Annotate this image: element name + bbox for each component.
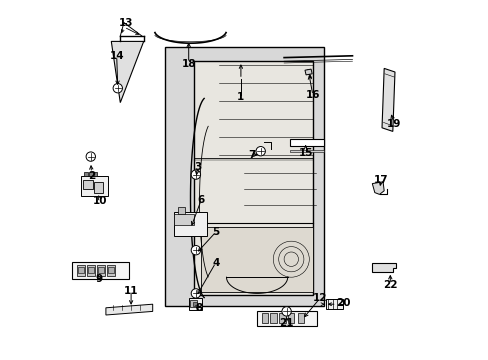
Bar [201,227,312,292]
Bar [174,214,194,225]
Bar [174,212,206,236]
Polygon shape [381,68,394,131]
Bar [107,265,115,276]
Text: 6: 6 [197,195,204,205]
Bar [78,267,84,273]
Bar [257,311,316,326]
Text: 21: 21 [279,318,293,328]
Bar [87,265,95,276]
Bar [325,299,342,309]
Polygon shape [106,304,152,315]
Bar [88,267,94,273]
Text: 14: 14 [109,51,124,61]
Text: 7: 7 [247,150,255,160]
Text: 17: 17 [373,175,388,185]
Bar [287,313,294,323]
Polygon shape [371,263,395,272]
Polygon shape [371,182,384,194]
Text: 18: 18 [181,59,196,69]
Text: 5: 5 [212,227,219,237]
Polygon shape [111,41,143,103]
Circle shape [282,307,291,316]
Text: 2: 2 [88,171,95,181]
Text: 16: 16 [305,90,320,100]
Bar [194,61,312,295]
Text: 4: 4 [212,258,219,268]
Bar [97,265,105,276]
Bar [289,139,323,146]
Text: 20: 20 [336,298,350,309]
Circle shape [191,289,200,298]
Bar [89,172,92,176]
Text: 3: 3 [194,162,201,172]
Text: 10: 10 [93,196,107,206]
Bar [94,172,97,176]
Circle shape [191,170,200,179]
Bar [72,262,129,279]
Bar [193,302,197,306]
Bar [165,47,323,306]
Text: 8: 8 [195,303,203,313]
Circle shape [256,147,265,156]
Bar [188,298,202,310]
Bar [77,265,85,276]
Bar [108,267,114,273]
Bar [84,172,88,176]
Bar [289,150,323,152]
Text: 11: 11 [123,286,138,296]
Text: 9: 9 [95,274,102,284]
Text: 15: 15 [298,148,312,158]
Bar [270,313,276,323]
Bar [261,313,268,323]
Bar [297,313,304,323]
Bar [190,300,197,307]
Bar [81,176,107,196]
Bar [279,313,285,323]
Bar [94,182,103,193]
Bar [83,180,93,189]
Text: 12: 12 [312,293,326,303]
Text: 1: 1 [237,92,244,102]
Bar [178,207,185,214]
Circle shape [113,84,122,93]
Text: 13: 13 [118,18,133,28]
Bar [98,267,104,273]
Polygon shape [305,69,311,75]
Circle shape [86,152,95,161]
Text: 22: 22 [382,280,397,290]
Circle shape [191,246,200,255]
Text: 19: 19 [386,119,400,129]
